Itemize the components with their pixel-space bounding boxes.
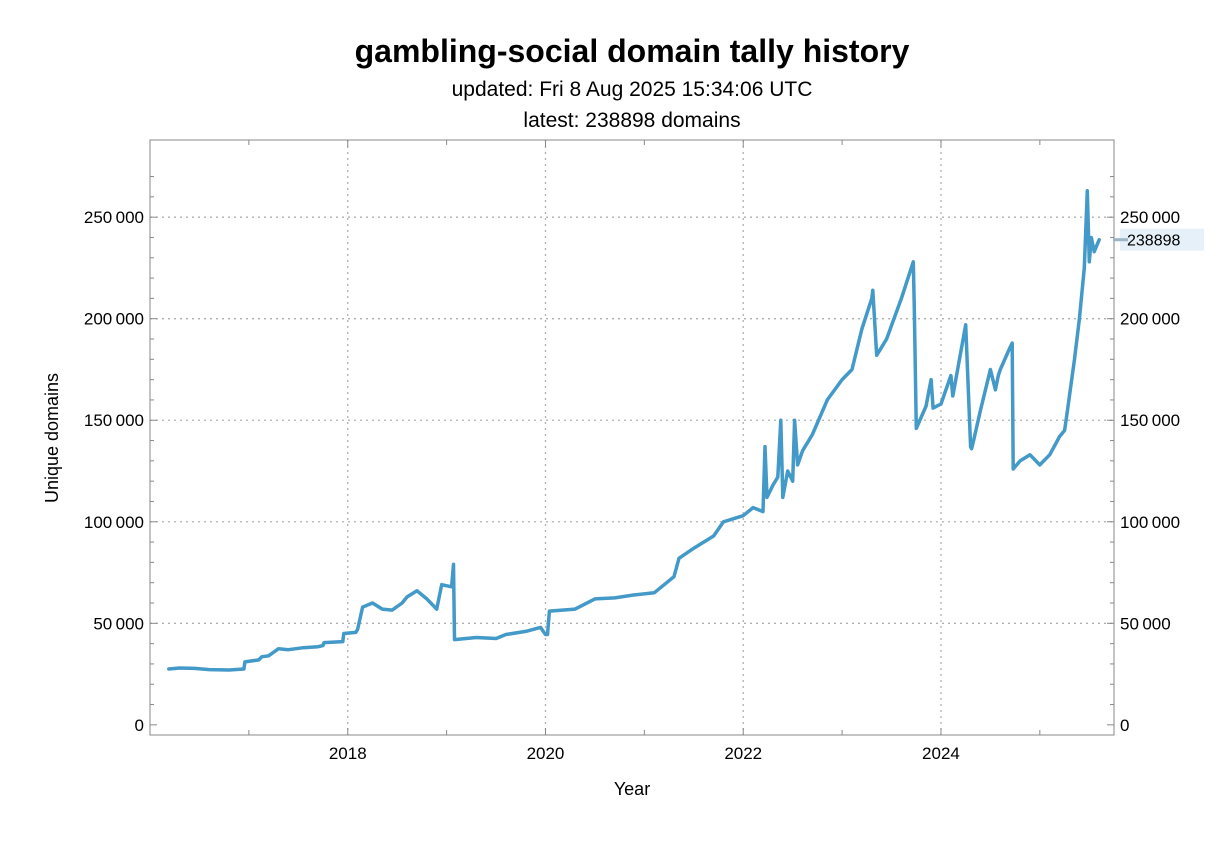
x-tick-label: 2022	[724, 744, 762, 763]
y-tick-label-left: 250 000	[84, 208, 144, 227]
y-tick-label-left: 50 000	[93, 614, 144, 633]
y-tick-label-right: 50 000	[1120, 614, 1171, 633]
chart-latest-subtitle: latest: 238898 domains	[523, 109, 740, 132]
latest-value-marker: 238898	[1113, 228, 1204, 251]
x-axis-label: Year	[614, 779, 650, 799]
y-tick-label-left: 0	[135, 716, 144, 735]
y-tick-label-left: 200 000	[84, 310, 144, 329]
y-tick-label-right: 250 000	[1120, 208, 1180, 227]
gridlines	[150, 140, 1114, 735]
x-tick-label: 2018	[329, 744, 367, 763]
y-tick-labels-left: 0 50 000 100 000 150 000 200 000 250 000	[84, 208, 144, 735]
series-layer	[167, 189, 1101, 672]
y-tick-labels-right: 0 50 000 100 000 150 000 200 000 250 000	[1120, 208, 1180, 735]
y-tick-label-right: 150 000	[1120, 411, 1180, 430]
y-tick-label-left: 150 000	[84, 411, 144, 430]
y-tick-label-right: 0	[1120, 716, 1129, 735]
chart-updated-subtitle: updated: Fri 8 Aug 2025 15:34:06 UTC	[452, 78, 813, 101]
y-tick-label-left: 100 000	[84, 513, 144, 532]
x-tick-label: 2020	[527, 744, 565, 763]
plot-frame	[149, 139, 1115, 736]
y-axis-label: Unique domains	[42, 373, 62, 503]
x-tick-label: 2024	[922, 744, 960, 763]
latest-label-background	[1120, 228, 1204, 251]
axis-ticks	[149, 140, 1114, 735]
y-tick-label-right: 200 000	[1120, 310, 1180, 329]
x-tick-labels: 2018 2020 2022 2024	[329, 744, 960, 763]
latest-value-label: 238898	[1127, 233, 1180, 250]
chart-title: gambling-social domain tally history	[355, 33, 910, 69]
series-line	[167, 189, 1101, 672]
y-tick-label-right: 100 000	[1120, 513, 1180, 532]
